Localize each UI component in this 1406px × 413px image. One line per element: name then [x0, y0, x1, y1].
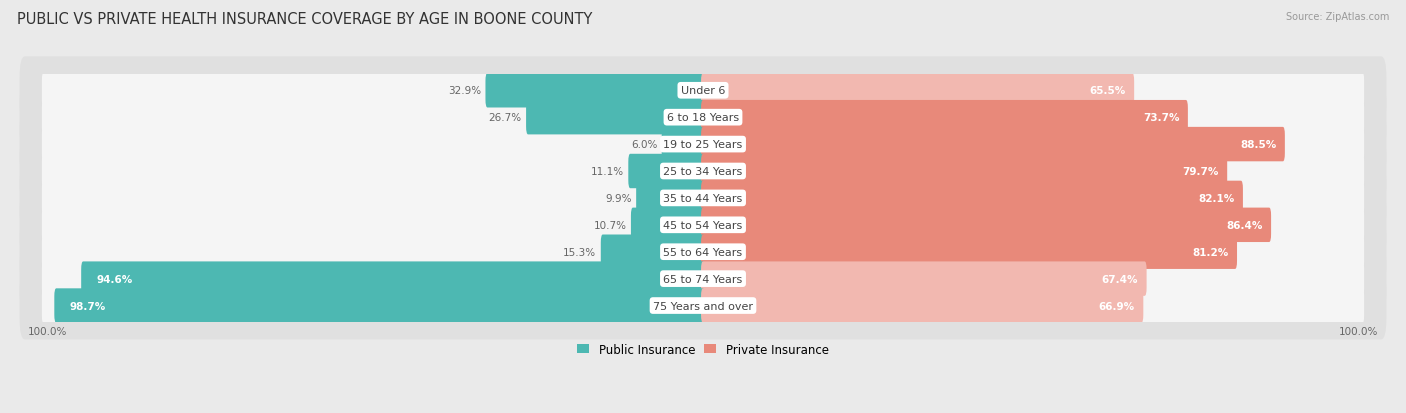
FancyBboxPatch shape [42, 71, 703, 111]
FancyBboxPatch shape [20, 272, 1386, 339]
Text: 88.5%: 88.5% [1240, 140, 1277, 150]
FancyBboxPatch shape [703, 205, 1364, 245]
FancyBboxPatch shape [702, 181, 1243, 216]
FancyBboxPatch shape [662, 128, 704, 162]
Text: 9.9%: 9.9% [605, 193, 631, 204]
FancyBboxPatch shape [55, 289, 704, 323]
FancyBboxPatch shape [20, 138, 1386, 205]
FancyBboxPatch shape [628, 154, 704, 189]
Text: Source: ZipAtlas.com: Source: ZipAtlas.com [1285, 12, 1389, 22]
FancyBboxPatch shape [42, 259, 703, 299]
Text: 75 Years and over: 75 Years and over [652, 301, 754, 311]
Legend: Public Insurance, Private Insurance: Public Insurance, Private Insurance [572, 338, 834, 361]
FancyBboxPatch shape [82, 262, 704, 296]
Text: 79.7%: 79.7% [1182, 166, 1219, 177]
Text: 25 to 34 Years: 25 to 34 Years [664, 166, 742, 177]
FancyBboxPatch shape [20, 111, 1386, 178]
FancyBboxPatch shape [636, 181, 704, 216]
Text: 6.0%: 6.0% [631, 140, 657, 150]
Text: 73.7%: 73.7% [1143, 113, 1180, 123]
Text: 19 to 25 Years: 19 to 25 Years [664, 140, 742, 150]
FancyBboxPatch shape [526, 101, 704, 135]
FancyBboxPatch shape [42, 286, 703, 326]
FancyBboxPatch shape [702, 128, 1285, 162]
Text: 94.6%: 94.6% [96, 274, 132, 284]
FancyBboxPatch shape [702, 74, 1135, 108]
Text: 26.7%: 26.7% [488, 113, 522, 123]
FancyBboxPatch shape [703, 178, 1364, 218]
Text: 98.7%: 98.7% [69, 301, 105, 311]
FancyBboxPatch shape [20, 57, 1386, 125]
Text: 66.9%: 66.9% [1098, 301, 1135, 311]
FancyBboxPatch shape [702, 208, 1271, 242]
Text: 15.3%: 15.3% [562, 247, 596, 257]
Text: 6 to 18 Years: 6 to 18 Years [666, 113, 740, 123]
Text: 67.4%: 67.4% [1101, 274, 1137, 284]
FancyBboxPatch shape [703, 232, 1364, 272]
Text: 32.9%: 32.9% [447, 86, 481, 96]
FancyBboxPatch shape [42, 125, 703, 165]
FancyBboxPatch shape [703, 125, 1364, 165]
FancyBboxPatch shape [631, 208, 704, 242]
FancyBboxPatch shape [42, 152, 703, 192]
FancyBboxPatch shape [42, 205, 703, 245]
Text: 86.4%: 86.4% [1226, 220, 1263, 230]
Text: 65 to 74 Years: 65 to 74 Years [664, 274, 742, 284]
FancyBboxPatch shape [702, 235, 1237, 269]
FancyBboxPatch shape [702, 101, 1188, 135]
FancyBboxPatch shape [702, 262, 1147, 296]
Text: 10.7%: 10.7% [593, 220, 626, 230]
Text: 11.1%: 11.1% [591, 166, 624, 177]
Text: 82.1%: 82.1% [1198, 193, 1234, 204]
FancyBboxPatch shape [600, 235, 704, 269]
FancyBboxPatch shape [702, 289, 1143, 323]
Text: 45 to 54 Years: 45 to 54 Years [664, 220, 742, 230]
FancyBboxPatch shape [703, 286, 1364, 326]
Text: 55 to 64 Years: 55 to 64 Years [664, 247, 742, 257]
Text: PUBLIC VS PRIVATE HEALTH INSURANCE COVERAGE BY AGE IN BOONE COUNTY: PUBLIC VS PRIVATE HEALTH INSURANCE COVER… [17, 12, 592, 27]
FancyBboxPatch shape [20, 192, 1386, 259]
Text: Under 6: Under 6 [681, 86, 725, 96]
FancyBboxPatch shape [20, 84, 1386, 152]
Text: 81.2%: 81.2% [1192, 247, 1229, 257]
FancyBboxPatch shape [485, 74, 704, 108]
FancyBboxPatch shape [703, 98, 1364, 138]
FancyBboxPatch shape [42, 98, 703, 138]
FancyBboxPatch shape [42, 178, 703, 218]
Text: 35 to 44 Years: 35 to 44 Years [664, 193, 742, 204]
FancyBboxPatch shape [703, 259, 1364, 299]
FancyBboxPatch shape [702, 154, 1227, 189]
FancyBboxPatch shape [20, 218, 1386, 286]
FancyBboxPatch shape [703, 152, 1364, 192]
FancyBboxPatch shape [42, 232, 703, 272]
Text: 65.5%: 65.5% [1090, 86, 1126, 96]
FancyBboxPatch shape [20, 245, 1386, 313]
FancyBboxPatch shape [20, 165, 1386, 232]
FancyBboxPatch shape [703, 71, 1364, 111]
